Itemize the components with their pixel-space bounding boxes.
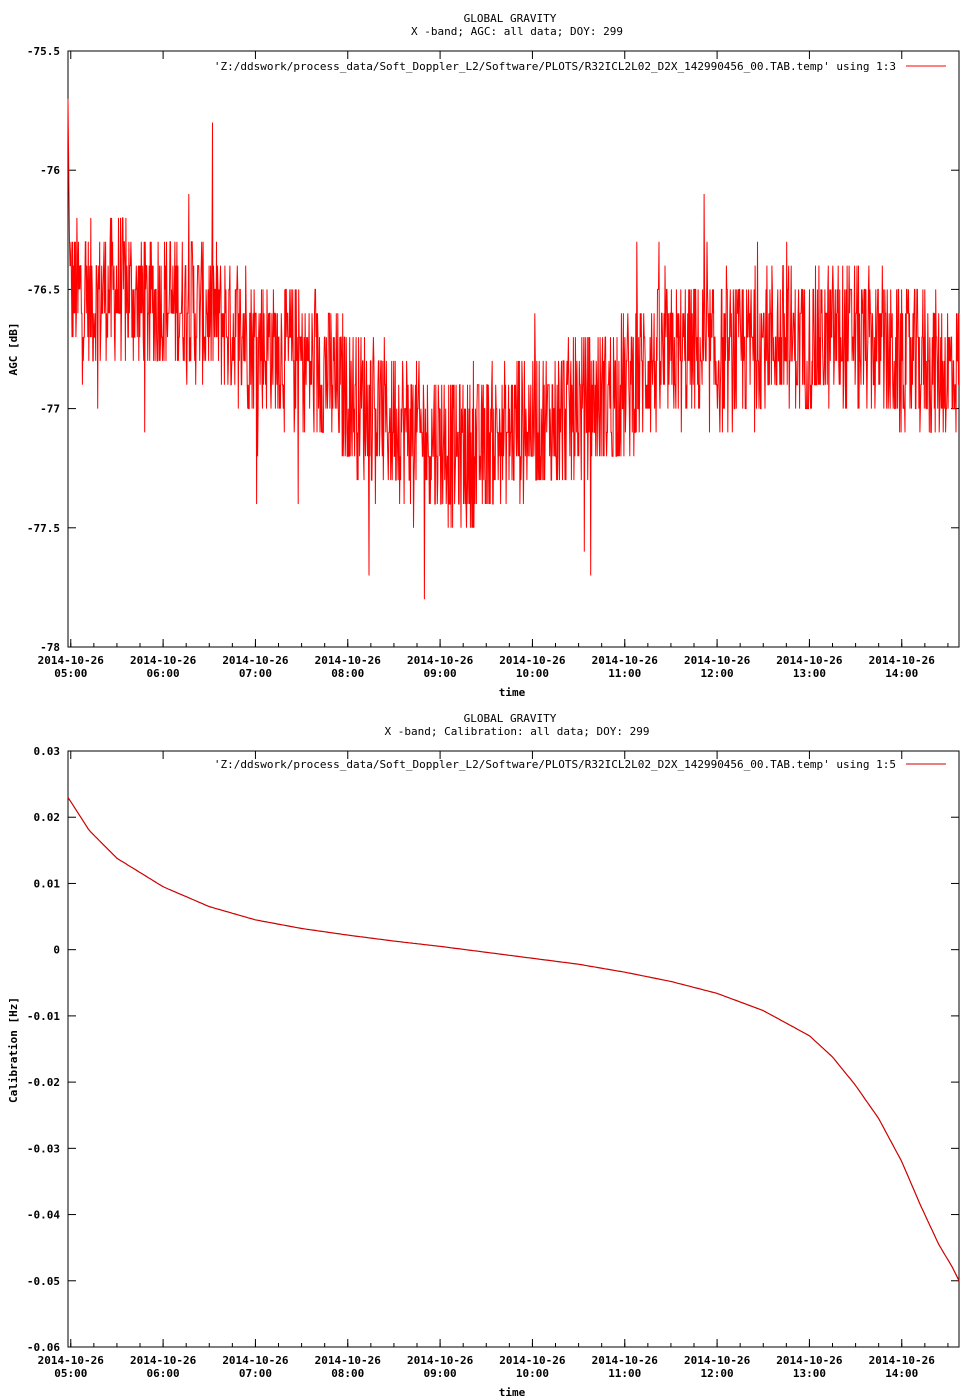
y-tick-label: -0.04 [27,1209,60,1222]
x-tick-label-date: 2014-10-26 [869,654,936,667]
x-tick-label-time: 05:00 [54,667,87,680]
x-axis-label: time [499,686,526,699]
y-tick-label: -76.5 [27,283,60,296]
y-tick-label: -78 [40,641,60,654]
x-tick-label-date: 2014-10-26 [38,1354,105,1367]
y-axis-label: Calibration [Hz] [7,997,20,1103]
y-tick-label: -0.03 [27,1142,60,1155]
x-tick-label-date: 2014-10-26 [407,654,474,667]
x-tick-label-time: 12:00 [701,1367,734,1380]
y-tick-label: -0.02 [27,1076,60,1089]
x-tick-label-date: 2014-10-26 [869,1354,936,1367]
x-tick-label-time: 10:00 [516,1367,549,1380]
x-tick-label-date: 2014-10-26 [315,1354,382,1367]
y-tick-label: 0.01 [34,877,61,890]
x-tick-label-time: 08:00 [331,667,364,680]
calibration-series-line [67,797,960,1282]
x-tick-label-date: 2014-10-26 [499,1354,566,1367]
x-tick-label-time: 12:00 [701,667,734,680]
chart-subtitle: X -band; Calibration: all data; DOY: 299 [385,725,650,738]
x-tick-label-time: 07:00 [239,667,272,680]
x-tick-label-date: 2014-10-26 [776,654,843,667]
x-tick-label-date: 2014-10-26 [684,1354,751,1367]
x-tick-label-time: 08:00 [331,1367,364,1380]
y-tick-label: 0.02 [34,811,61,824]
x-tick-label-time: 06:00 [147,1367,180,1380]
x-tick-label-time: 14:00 [885,667,918,680]
calibration-chart-panel: GLOBAL GRAVITY X -band; Calibration: all… [0,700,980,1400]
x-tick-label-time: 11:00 [608,667,641,680]
x-tick-label-date: 2014-10-26 [499,654,566,667]
x-tick-label-date: 2014-10-26 [130,654,197,667]
x-tick-label-time: 09:00 [424,667,457,680]
y-tick-label: 0 [53,944,60,957]
calibration-chart: GLOBAL GRAVITY X -band; Calibration: all… [7,712,960,1399]
x-tick-label-date: 2014-10-26 [222,654,289,667]
chart-subtitle: X -band; AGC: all data; DOY: 299 [411,25,623,38]
y-tick-label: -0.05 [27,1275,60,1288]
legend-label: 'Z:/ddswork/process_data/Soft_Doppler_L2… [214,60,896,73]
x-axis-label: time [499,1386,526,1399]
x-tick-label-date: 2014-10-26 [130,1354,197,1367]
x-tick-label-date: 2014-10-26 [684,654,751,667]
x-tick-label-time: 05:00 [54,1367,87,1380]
x-tick-label-date: 2014-10-26 [315,654,382,667]
y-tick-label: -77 [40,403,60,416]
x-tick-label-time: 10:00 [516,667,549,680]
y-axis-label: AGC [dB] [7,323,20,376]
agc-chart-panel: GLOBAL GRAVITY X -band; AGC: all data; D… [7,12,960,699]
x-tick-label-time: 07:00 [239,1367,272,1380]
x-tick-label-date: 2014-10-26 [592,1354,659,1367]
agc-chart: GLOBAL GRAVITY X -band; AGC: all data; D… [7,12,960,699]
chart-title: GLOBAL GRAVITY [464,12,557,25]
x-tick-label-time: 14:00 [885,1367,918,1380]
x-tick-label-date: 2014-10-26 [222,1354,289,1367]
y-tick-label: -77.5 [27,522,60,535]
y-tick-label: -0.06 [27,1341,60,1354]
legend-label: 'Z:/ddswork/process_data/Soft_Doppler_L2… [214,758,896,771]
x-tick-label-date: 2014-10-26 [592,654,659,667]
y-tick-label: -76 [40,164,60,177]
chart-title: GLOBAL GRAVITY [464,712,557,725]
y-tick-label: -0.01 [27,1010,60,1023]
x-tick-label-date: 2014-10-26 [407,1354,474,1367]
y-tick-label: 0.03 [34,745,61,758]
x-tick-label-time: 11:00 [608,1367,641,1380]
y-tick-label: -75.5 [27,45,60,58]
x-tick-label-date: 2014-10-26 [776,1354,843,1367]
x-tick-label-time: 06:00 [147,667,180,680]
x-tick-label-time: 13:00 [793,667,826,680]
plot-frame [67,750,960,1348]
agc-series-line [67,98,960,600]
x-tick-label-date: 2014-10-26 [38,654,105,667]
x-tick-label-time: 09:00 [424,1367,457,1380]
x-tick-label-time: 13:00 [793,1367,826,1380]
